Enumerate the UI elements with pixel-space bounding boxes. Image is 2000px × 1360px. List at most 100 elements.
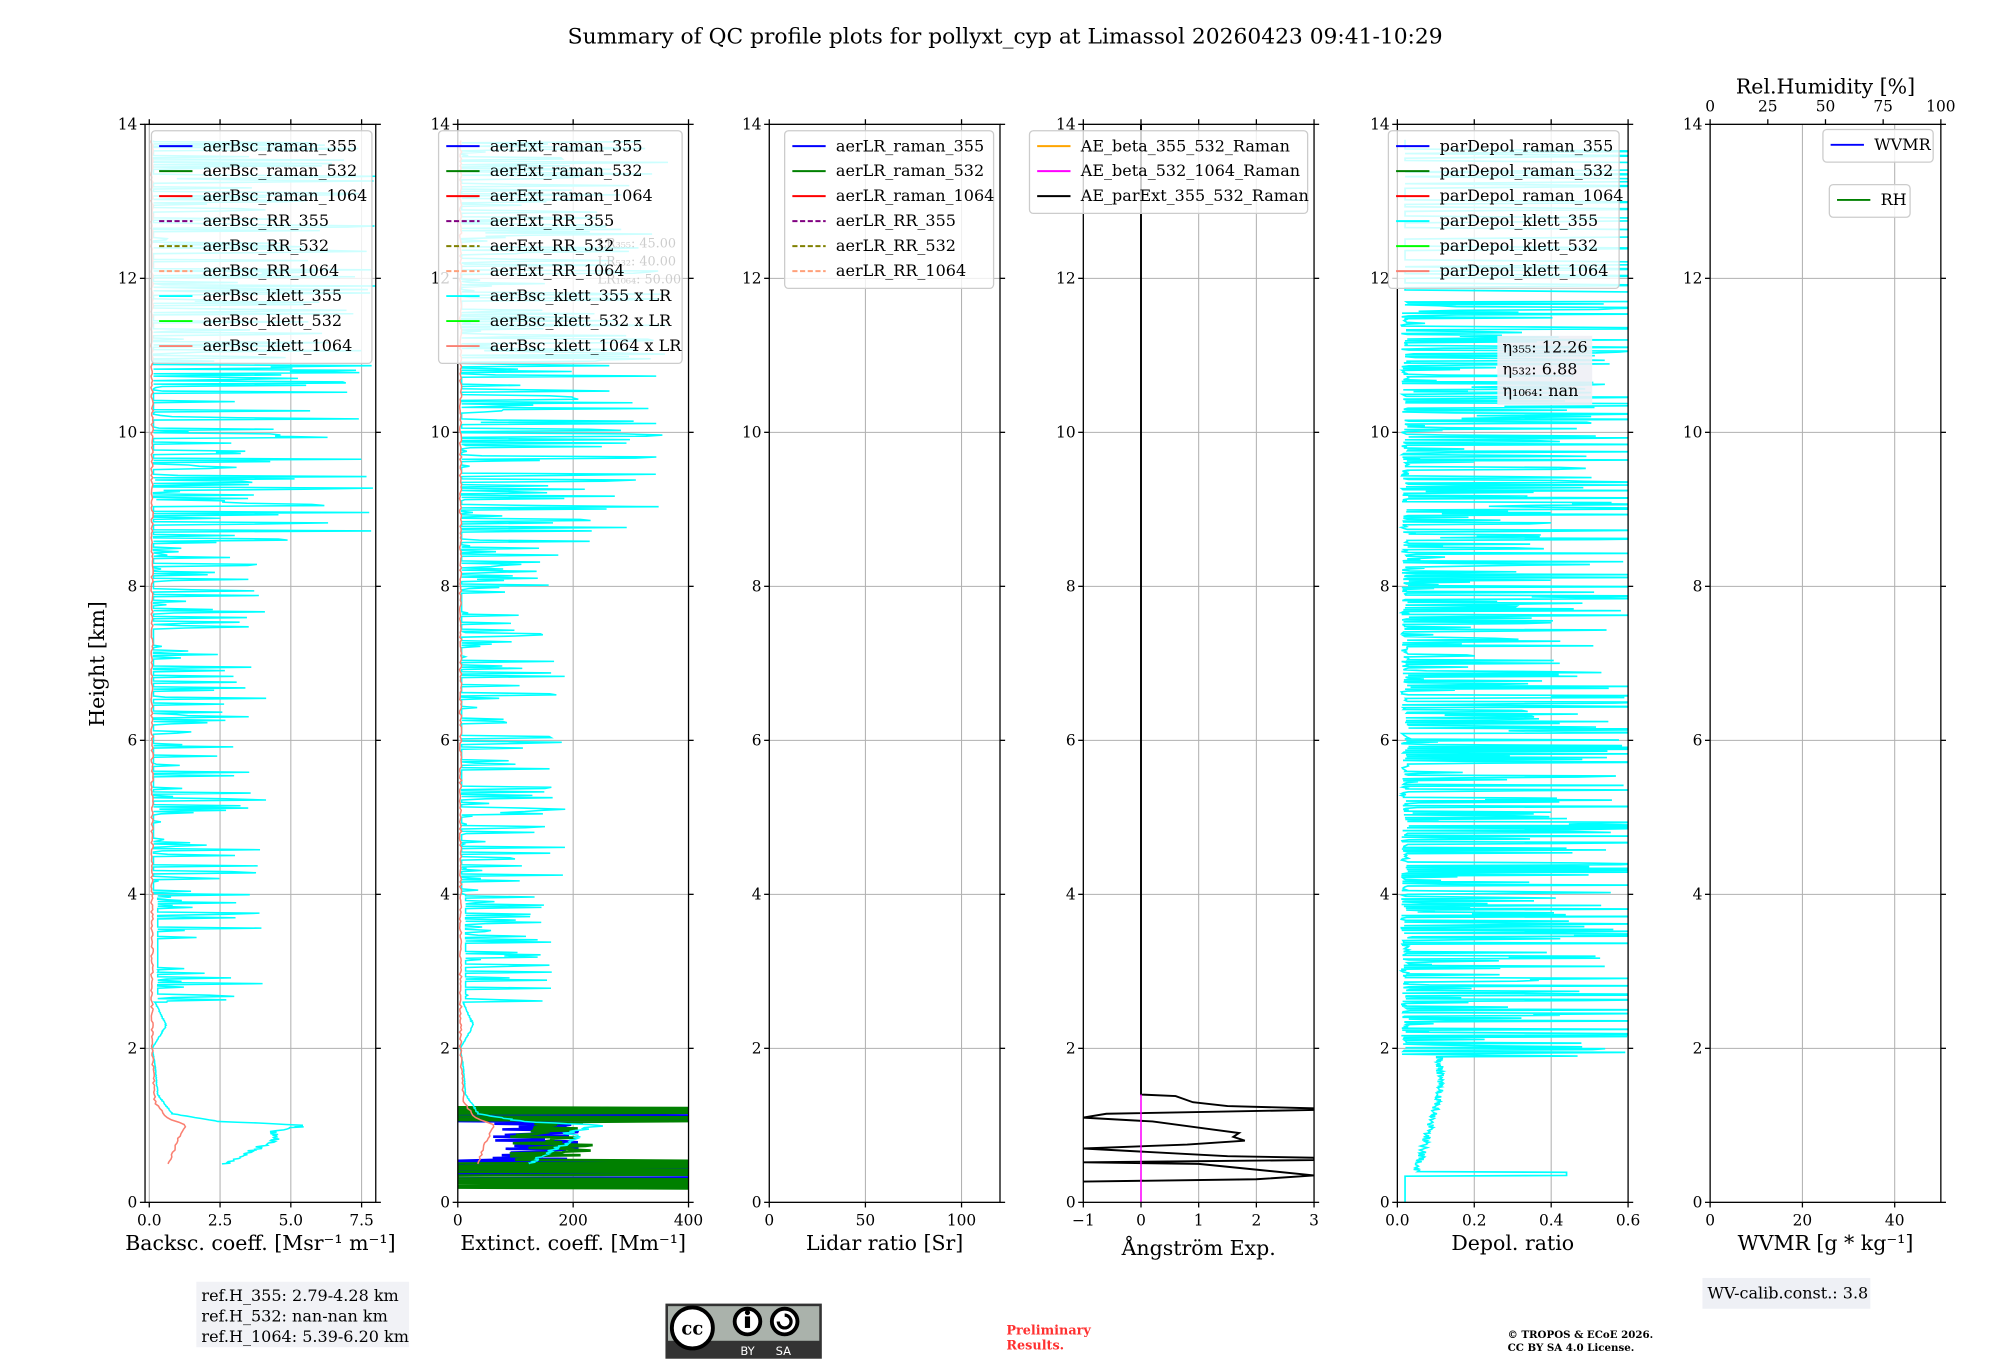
series-aerExt-raman_532 bbox=[457, 1105, 689, 1190]
y-tick-label: 12 bbox=[742, 269, 762, 287]
x-tick-label: 7.5 bbox=[349, 1211, 373, 1229]
legend-label: WVMR bbox=[1874, 135, 1931, 154]
legend-box bbox=[437, 130, 683, 365]
data-layer bbox=[1083, 124, 1315, 1203]
x-axis-label: Backsc. coeff. [Msr⁻¹ m⁻¹] bbox=[125, 1231, 395, 1255]
preliminary-line2: Results. bbox=[1006, 1339, 1064, 1354]
legend-label: RH bbox=[1881, 190, 1907, 209]
panel-2: 020040002468101214Extinct. coeff. [Mm⁻¹]… bbox=[431, 115, 704, 1254]
legend-label: aerBsc_raman_532 bbox=[203, 161, 357, 180]
legend-label: aerBsc_raman_355 bbox=[203, 136, 357, 155]
axes-frame bbox=[768, 123, 1001, 1203]
y-tick-label: 10 bbox=[742, 423, 762, 441]
wv-calib-box: WV-calib.const.: 3.8 bbox=[1702, 1277, 1871, 1309]
y-tick-label: 10 bbox=[431, 423, 451, 441]
y-tick-label: 14 bbox=[1370, 115, 1390, 133]
y-tick-label: 0 bbox=[128, 1193, 138, 1211]
x-tick-label: 400 bbox=[674, 1211, 703, 1229]
x-tick-label: 100 bbox=[947, 1211, 976, 1229]
x-tick-label: 5.0 bbox=[279, 1211, 303, 1229]
legend-label: aerExt_raman_532 bbox=[490, 161, 643, 180]
x2-tick-label: 25 bbox=[1758, 98, 1778, 116]
x-tick-label: 0 bbox=[764, 1211, 774, 1229]
y-tick-label: 4 bbox=[1380, 885, 1390, 903]
y-tick-label: 14 bbox=[118, 115, 138, 133]
legend-label: aerBsc_RR_532 bbox=[203, 236, 329, 255]
legend-label: aerBsc_raman_1064 bbox=[203, 186, 368, 205]
axes-frame bbox=[1396, 123, 1629, 1203]
y-tick-label: 6 bbox=[752, 731, 762, 749]
x-tick-label: 50 bbox=[856, 1211, 876, 1229]
legend-label: aerBsc_klett_355 x LR bbox=[490, 286, 672, 305]
legend-box bbox=[1028, 130, 1309, 215]
svg-text:cc: cc bbox=[681, 1318, 703, 1339]
y-tick-label: 2 bbox=[1380, 1039, 1390, 1057]
y-tick-label: 6 bbox=[440, 731, 450, 749]
ref-height-355: ref.H_355: 2.79-4.28 km bbox=[201, 1286, 398, 1305]
legend-box bbox=[784, 130, 995, 290]
axes-frame bbox=[1709, 123, 1942, 1203]
x-tick-label: 0 bbox=[453, 1211, 463, 1229]
y-tick-label: 2 bbox=[1066, 1039, 1076, 1057]
y-tick-label: 4 bbox=[440, 885, 450, 903]
legend-label: aerLR_raman_532 bbox=[836, 161, 984, 180]
panel-6: 0 20 40 0 2 4 6 8 10 12 14 WVMR [g * kg⁻¹] 0 25 50 75 10… bbox=[1683, 75, 1956, 1255]
legend-label: parDepol_klett_355 bbox=[1440, 211, 1599, 230]
series-ae-parext bbox=[1083, 124, 1315, 1183]
figure-title: Summary of QC profile plots for pollyxt_… bbox=[568, 25, 1443, 50]
y-tick-label: 14 bbox=[1056, 115, 1076, 133]
x-tick-label: 0.0 bbox=[1385, 1211, 1409, 1229]
y-tick-label: 10 bbox=[1370, 423, 1390, 441]
legend-box bbox=[1822, 128, 1934, 163]
x-axis-label: Lidar ratio [Sr] bbox=[806, 1231, 963, 1255]
y-tick-label: 8 bbox=[440, 577, 450, 595]
legend-label: AE_parExt_355_532_Raman bbox=[1080, 186, 1309, 205]
y-tick-label: 12 bbox=[118, 269, 138, 287]
wv-calib-text: WV-calib.const.: 3.8 bbox=[1708, 1283, 1869, 1302]
y-tick-label: 6 bbox=[128, 731, 138, 749]
cc-icon bbox=[669, 1305, 715, 1351]
legend-label: aerExt_RR_1064 bbox=[490, 261, 625, 280]
panel-5: 0.0 0.2 0.4 0.6 0 2 4 6 8 10 12 14 Depol. ratio η₃₅₅:… bbox=[1370, 115, 1640, 1254]
y-tick-label: 12 bbox=[1683, 269, 1703, 287]
cc-by-sa-logo: cc BY SA bbox=[665, 1303, 822, 1359]
legend-label: aerLR_raman_1064 bbox=[836, 186, 994, 205]
x2-tick-label: 75 bbox=[1873, 98, 1893, 116]
legend-label: aerBsc_klett_532 bbox=[203, 311, 342, 330]
legend-label: aerBsc_klett_1064 bbox=[203, 336, 353, 355]
y-tick-label: 0 bbox=[752, 1193, 762, 1211]
ref-height-1064: ref.H_1064: 5.39-6.20 km bbox=[201, 1327, 409, 1346]
series-pardepol-klett-355 bbox=[1398, 139, 1629, 1203]
x-tick-label: 0 bbox=[1705, 1211, 1715, 1229]
x-tick-label: 20 bbox=[1793, 1211, 1813, 1229]
preliminary-line1: Preliminary bbox=[1006, 1323, 1091, 1338]
legend-label: parDepol_raman_532 bbox=[1440, 161, 1614, 180]
eta-text: η₃₅₅: 12.26 bbox=[1502, 337, 1587, 356]
y-tick-label: 14 bbox=[431, 115, 451, 133]
x2-axis-label: Rel.Humidity [%] bbox=[1736, 75, 1915, 99]
y-tick-label: 10 bbox=[1683, 423, 1703, 441]
y-tick-label: 8 bbox=[128, 577, 138, 595]
panel-3: 0 50 100 0 2 4 6 8 10 12 14 Lidar ratio [Sr] aerLR_r… bbox=[742, 115, 1006, 1255]
copyright-line1: © TROPOS & ECoE 2026. bbox=[1508, 1329, 1654, 1341]
legend-label: parDepol_klett_1064 bbox=[1440, 261, 1609, 280]
legend-label: aerBsc_klett_1064 x LR bbox=[490, 336, 682, 355]
x-tick-label: 1 bbox=[1194, 1211, 1204, 1229]
y-tick-label: 0 bbox=[1380, 1193, 1390, 1211]
y-tick-label: 10 bbox=[1056, 423, 1076, 441]
x-tick-label: 200 bbox=[558, 1211, 587, 1229]
y-tick-label: 2 bbox=[1693, 1039, 1703, 1057]
y-tick-label: 8 bbox=[1380, 577, 1390, 595]
legend-label: AE_beta_355_532_Raman bbox=[1080, 136, 1290, 155]
sa-share-icon bbox=[769, 1306, 800, 1337]
legend-label: aerExt_raman_1064 bbox=[490, 186, 653, 205]
y-tick-label: 2 bbox=[752, 1039, 762, 1057]
y-tick-label: 14 bbox=[742, 115, 762, 133]
y-tick-label: 0 bbox=[1066, 1193, 1076, 1211]
y-tick-label: 8 bbox=[752, 577, 762, 595]
eta-text: η₅₃₂: 6.88 bbox=[1502, 359, 1577, 378]
legend-box bbox=[150, 130, 373, 365]
legend-box bbox=[1387, 130, 1620, 290]
